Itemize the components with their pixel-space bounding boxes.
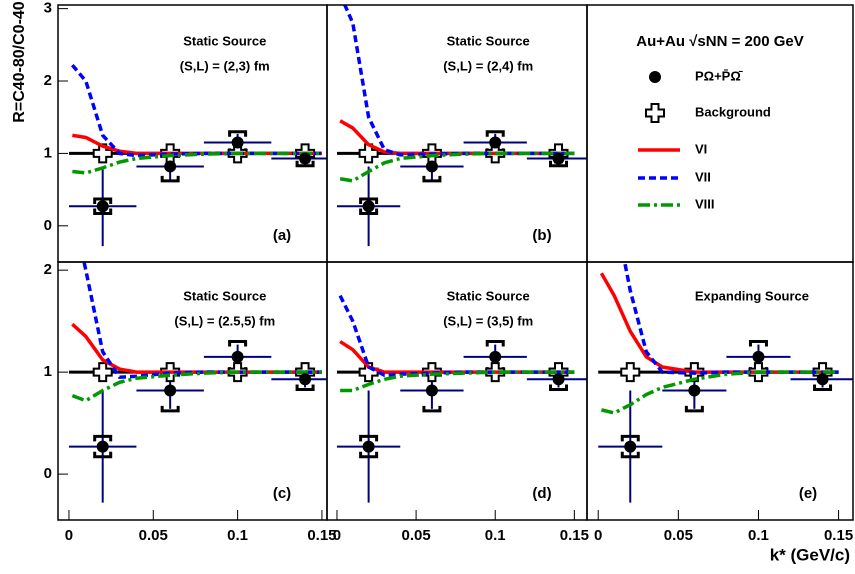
data-point [231,350,244,363]
data-point [624,440,637,453]
curve [342,5,575,157]
data-point [362,200,375,213]
curve [339,119,575,156]
panel [336,5,587,247]
curve [71,63,322,158]
x-tick-label: 0.15 [824,527,853,544]
x-tick-label: 0.15 [560,527,589,544]
data-point [164,160,177,173]
panel-label: (e) [799,485,817,502]
data-point [425,160,438,173]
x-tick-label: 0.05 [664,527,693,544]
y-tick-label: 0 [44,217,52,234]
panel [68,63,327,247]
data-point [299,373,312,386]
systematic-error [359,434,379,459]
panel-title: Static Source [447,288,530,303]
curve [601,370,839,415]
background-marker [92,362,113,383]
data-point [231,136,244,149]
y-tick-label: 1 [44,144,52,161]
y-tick-label: 0 [44,465,52,482]
panel [336,294,587,503]
panel-subtitle: (S,L) = (2,4) fm [443,58,533,73]
systematic-error [359,197,379,215]
x-tick-label: 0 [594,527,602,544]
x-tick-label: 0 [333,527,341,544]
x-tick-label: 0.15 [307,527,336,544]
legend-marker [649,71,661,83]
x-tick-label: 0.1 [748,527,769,544]
curve [622,262,839,375]
data-point [96,200,109,213]
panel-subtitle: (S,L) = (2.5,5) fm [174,313,275,328]
data-point [96,440,109,453]
y-axis-title: R=C40-80/C0-40 [11,1,28,123]
y-tick-label: 2 [44,261,52,278]
panel-label: (c) [273,485,291,502]
data-point [489,136,502,149]
x-tick-label: 0.05 [401,527,430,544]
data-point [299,152,312,165]
x-tick-label: 0 [65,527,73,544]
curve [72,151,322,175]
data-point [425,384,438,397]
systematic-error [93,434,113,459]
background-marker [358,143,379,164]
legend-marker [645,103,665,123]
curve [339,340,575,374]
panel-title: Static Source [183,33,266,48]
background-marker [92,143,113,164]
panel-title: Static Source [183,288,266,303]
x-tick-label: 0.1 [227,527,248,544]
legend-label: Background [695,104,771,119]
panel [598,262,853,503]
y-tick-label: 1 [44,363,52,380]
panel-subtitle: (S,L) = (2,3) fm [180,58,270,73]
panel-label: (d) [532,485,551,502]
panel-label: (b) [532,227,551,244]
panel-subtitle: (S,L) = (3,5) fm [443,313,533,328]
curve [340,370,575,393]
y-tick-label: 2 [44,72,52,89]
data-point [752,350,765,363]
legend-label: VI [695,141,707,156]
systematic-error [620,434,640,459]
panel-title: Static Source [447,33,530,48]
data-point [362,440,375,453]
systematic-error [93,197,113,215]
panel-label: (a) [273,227,291,244]
curve [599,272,839,374]
background-marker [620,362,641,383]
x-axis-title: k* (GeV/c) [770,545,850,564]
legend-label: VIII [695,196,715,211]
panel-frame [586,261,854,521]
data-point [552,152,565,165]
curve [71,370,322,403]
panel-title: Expanding Source [695,288,809,303]
x-tick-label: 0.1 [485,527,506,544]
legend-label: VII [695,169,711,184]
data-point [552,373,565,386]
data-point [688,384,701,397]
panel [68,262,327,503]
y-tick-label: 3 [44,0,52,17]
x-tick-label: 0.05 [139,527,168,544]
legend-label: PΩ+P̄Ω̄ [695,68,743,83]
data-point [816,373,829,386]
data-point [164,384,177,397]
curve [338,294,575,377]
data-point [489,350,502,363]
legend-energy: Au+Au √sNN = 200 GeV [636,33,803,50]
